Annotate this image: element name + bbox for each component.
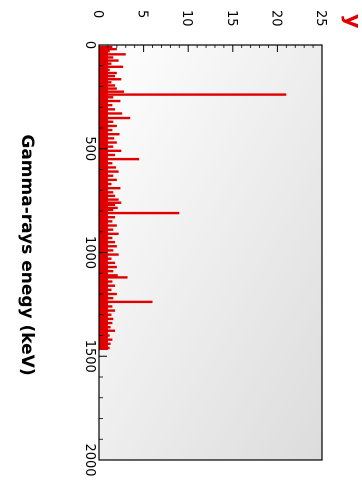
bar-68 bbox=[99, 296, 114, 300]
bar-3 bbox=[99, 53, 126, 56]
bar-78 bbox=[99, 338, 113, 341]
bar-47 bbox=[99, 211, 180, 215]
bar-20 bbox=[99, 108, 116, 111]
baseline-strip bbox=[99, 46, 108, 351]
bar-44 bbox=[99, 203, 116, 206]
bar-69 bbox=[99, 300, 153, 304]
bar-8 bbox=[99, 68, 110, 72]
bar-14 bbox=[99, 87, 117, 90]
bar-25 bbox=[99, 128, 113, 132]
bar-30 bbox=[99, 149, 122, 153]
plot-background bbox=[99, 45, 322, 460]
bar-66 bbox=[99, 288, 112, 292]
bar-37 bbox=[99, 178, 117, 182]
y-tick-label-0: 0 bbox=[90, 10, 105, 18]
bar-74 bbox=[99, 321, 113, 325]
bar-58 bbox=[99, 257, 112, 260]
bar-31 bbox=[99, 153, 116, 157]
bar-64 bbox=[99, 280, 113, 283]
bar-62 bbox=[99, 274, 118, 277]
bar-73 bbox=[99, 317, 114, 321]
y-tick-label-1: 5 bbox=[135, 10, 150, 18]
bar-50 bbox=[99, 224, 117, 227]
bar-38 bbox=[99, 182, 112, 186]
bar-59 bbox=[99, 261, 116, 265]
x-tick-label-3: 1500 bbox=[82, 340, 97, 373]
bar-24 bbox=[99, 124, 117, 128]
x-axis-label: Gamma-rays enegy (keV) bbox=[17, 134, 37, 375]
bar-34 bbox=[99, 166, 116, 169]
bar-28 bbox=[99, 141, 117, 144]
bar-2 bbox=[99, 50, 110, 53]
bar-13 bbox=[99, 84, 116, 87]
bar-53 bbox=[99, 236, 113, 240]
y-tick-label-5: 25 bbox=[313, 10, 328, 27]
bar-40 bbox=[99, 191, 114, 194]
bar-63 bbox=[99, 276, 128, 279]
bar-52 bbox=[99, 232, 119, 236]
bar-43 bbox=[99, 201, 122, 204]
bar-19 bbox=[99, 103, 113, 107]
bar-72 bbox=[99, 313, 112, 316]
bar-54 bbox=[99, 240, 116, 244]
bar-15 bbox=[99, 90, 124, 93]
bar-42 bbox=[99, 198, 119, 201]
bar-27 bbox=[99, 137, 115, 140]
bar-5 bbox=[99, 59, 119, 62]
bar-61 bbox=[99, 269, 114, 273]
x-tick-label-4: 2000 bbox=[82, 443, 97, 476]
bar-22 bbox=[99, 116, 131, 120]
bar-48 bbox=[99, 216, 116, 219]
bar-16 bbox=[99, 93, 287, 96]
bar-75 bbox=[99, 326, 111, 329]
bar-57 bbox=[99, 253, 119, 256]
y-tick-label-4: 20 bbox=[268, 10, 283, 27]
bar-65 bbox=[99, 284, 116, 287]
bar-23 bbox=[99, 120, 114, 123]
y-tick-label-3: 15 bbox=[224, 10, 239, 27]
bar-7 bbox=[99, 65, 124, 68]
bar-9 bbox=[99, 71, 117, 75]
bar-12 bbox=[99, 81, 112, 84]
bar-35 bbox=[99, 170, 119, 173]
bar-77 bbox=[99, 334, 110, 337]
bar-46 bbox=[99, 208, 114, 212]
plot-area bbox=[99, 45, 322, 460]
bar-33 bbox=[99, 162, 113, 165]
bar-6 bbox=[99, 62, 112, 65]
bar-67 bbox=[99, 292, 117, 296]
bar-51 bbox=[99, 228, 114, 231]
bar-79 bbox=[99, 342, 111, 345]
bar-41 bbox=[99, 194, 116, 198]
x-tick-label-0: 0 bbox=[82, 41, 97, 49]
chart-title-fragment: y bbox=[340, 14, 362, 28]
bar-29 bbox=[99, 145, 114, 148]
bar-11 bbox=[99, 78, 122, 81]
bar-18 bbox=[99, 99, 121, 103]
bar-26 bbox=[99, 133, 120, 136]
bar-80 bbox=[99, 346, 110, 350]
bar-10 bbox=[99, 74, 116, 78]
bar-0 bbox=[99, 45, 113, 49]
bar-60 bbox=[99, 265, 117, 269]
bar-39 bbox=[99, 186, 121, 190]
bar-17 bbox=[99, 96, 114, 99]
bar-71 bbox=[99, 309, 116, 312]
bar-36 bbox=[99, 174, 114, 177]
bar-21 bbox=[99, 112, 123, 115]
bar-49 bbox=[99, 220, 113, 223]
bar-32 bbox=[99, 157, 140, 161]
bar-56 bbox=[99, 249, 114, 252]
bar-76 bbox=[99, 329, 116, 332]
y-tick-label-2: 10 bbox=[179, 10, 194, 27]
x-tick-label-1: 500 bbox=[82, 136, 97, 161]
bar-55 bbox=[99, 245, 117, 248]
bar-45 bbox=[99, 206, 118, 210]
x-tick-label-2: 1000 bbox=[82, 236, 97, 269]
axes: 0 5 10 15 20 25 0 500 1000 1500 2000 bbox=[82, 10, 328, 477]
bar-70 bbox=[99, 305, 113, 308]
bar-1 bbox=[99, 47, 117, 51]
bar-4 bbox=[99, 56, 114, 59]
